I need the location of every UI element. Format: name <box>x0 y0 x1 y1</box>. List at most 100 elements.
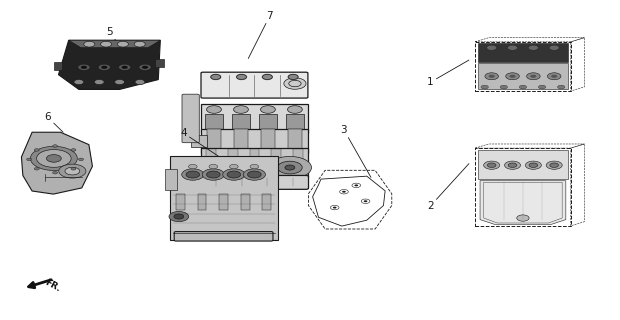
Circle shape <box>94 79 104 84</box>
Circle shape <box>169 212 188 222</box>
Circle shape <box>243 169 265 180</box>
Circle shape <box>247 171 261 178</box>
Bar <box>260 129 275 153</box>
Bar <box>286 114 304 130</box>
Circle shape <box>100 41 112 47</box>
Circle shape <box>519 85 526 89</box>
Circle shape <box>117 41 128 47</box>
Circle shape <box>342 191 346 193</box>
Circle shape <box>528 45 538 50</box>
Text: 3: 3 <box>340 125 371 177</box>
Circle shape <box>484 161 500 169</box>
Circle shape <box>364 200 368 202</box>
Circle shape <box>505 161 521 169</box>
Circle shape <box>74 79 84 84</box>
FancyBboxPatch shape <box>201 72 308 98</box>
Circle shape <box>209 164 218 169</box>
Circle shape <box>288 106 303 113</box>
Circle shape <box>174 214 184 219</box>
Text: 4: 4 <box>180 128 218 156</box>
Circle shape <box>206 106 221 113</box>
Circle shape <box>53 172 58 174</box>
Polygon shape <box>480 181 566 224</box>
Circle shape <box>182 169 204 180</box>
Circle shape <box>516 215 529 221</box>
Circle shape <box>98 64 110 70</box>
Circle shape <box>285 165 295 170</box>
Circle shape <box>122 66 128 69</box>
Bar <box>228 149 238 175</box>
Polygon shape <box>69 40 161 48</box>
Circle shape <box>547 73 561 80</box>
Circle shape <box>59 164 86 178</box>
Circle shape <box>529 163 538 167</box>
Circle shape <box>211 75 221 79</box>
Text: FR.: FR. <box>43 278 62 294</box>
Text: 5: 5 <box>106 27 115 40</box>
Bar <box>165 169 177 190</box>
Bar <box>176 194 185 210</box>
Circle shape <box>262 75 272 79</box>
Circle shape <box>549 45 559 50</box>
Circle shape <box>333 207 337 209</box>
Circle shape <box>71 149 76 151</box>
Bar <box>206 149 216 175</box>
Bar <box>205 114 223 130</box>
Circle shape <box>530 75 536 78</box>
Circle shape <box>525 161 541 169</box>
Circle shape <box>135 79 145 84</box>
Circle shape <box>260 106 275 113</box>
Bar <box>262 194 271 210</box>
Circle shape <box>284 78 306 89</box>
Circle shape <box>510 75 516 78</box>
Circle shape <box>71 167 76 170</box>
Circle shape <box>487 45 497 50</box>
Bar <box>170 156 278 240</box>
Circle shape <box>288 75 298 79</box>
Circle shape <box>65 167 80 175</box>
Text: 1: 1 <box>427 60 469 87</box>
Bar <box>53 62 62 70</box>
Text: 7: 7 <box>248 11 273 59</box>
Circle shape <box>101 66 107 69</box>
Circle shape <box>27 158 32 161</box>
Circle shape <box>37 149 71 167</box>
Circle shape <box>526 73 540 80</box>
Circle shape <box>227 171 241 178</box>
Circle shape <box>84 41 95 47</box>
Circle shape <box>508 163 517 167</box>
Circle shape <box>202 169 224 180</box>
Circle shape <box>257 184 264 188</box>
Circle shape <box>188 164 197 169</box>
Circle shape <box>206 171 220 178</box>
Circle shape <box>557 85 565 89</box>
FancyBboxPatch shape <box>182 94 199 143</box>
FancyBboxPatch shape <box>174 232 273 241</box>
Circle shape <box>268 156 311 179</box>
Circle shape <box>118 64 131 70</box>
Bar <box>155 60 164 67</box>
Circle shape <box>81 66 87 69</box>
Circle shape <box>142 66 148 69</box>
Circle shape <box>30 146 78 171</box>
Bar <box>198 194 206 210</box>
Circle shape <box>115 79 125 84</box>
Circle shape <box>237 75 247 79</box>
Circle shape <box>78 64 90 70</box>
Circle shape <box>202 159 224 170</box>
Bar <box>478 63 568 89</box>
Bar <box>288 129 303 153</box>
Bar <box>191 135 206 148</box>
Bar <box>200 148 308 177</box>
Circle shape <box>53 145 58 147</box>
Circle shape <box>234 106 249 113</box>
Bar <box>206 129 221 153</box>
Bar <box>232 114 250 130</box>
Circle shape <box>546 161 562 169</box>
Bar <box>478 43 568 61</box>
Text: 6: 6 <box>45 112 63 132</box>
Circle shape <box>487 163 496 167</box>
Bar <box>219 194 228 210</box>
Circle shape <box>481 85 489 89</box>
Bar <box>241 194 249 210</box>
